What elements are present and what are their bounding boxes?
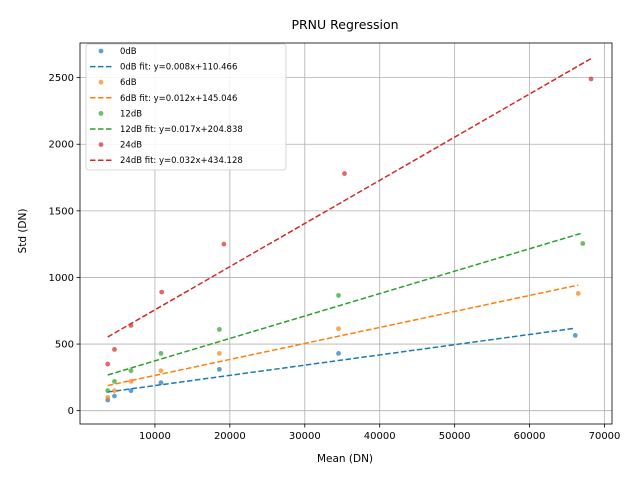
y-tick-label: 500: [55, 340, 74, 351]
data-point: [158, 368, 164, 374]
fit-line: [107, 57, 592, 338]
data-point: [221, 241, 227, 247]
legend-fit-label: 24dB fit: y=0.032x+434.128: [120, 156, 243, 166]
data-point: [216, 327, 222, 332]
data-point: [336, 293, 341, 298]
data-point: [128, 323, 134, 328]
x-tick-label: 10000: [139, 431, 171, 442]
data-point: [158, 350, 164, 356]
x-tick-label: 50000: [439, 431, 471, 442]
legend-fit-label: 12dB fit: y=0.017x+204.838: [120, 125, 243, 135]
fit-lines: [107, 57, 592, 393]
data-point: [159, 289, 165, 295]
data-point: [105, 394, 111, 400]
fit-line: [107, 327, 576, 393]
legend-marker: [98, 48, 104, 54]
data-point: [128, 378, 134, 384]
x-tick-label: 40000: [364, 431, 396, 442]
data-point: [336, 350, 341, 356]
fit-line: [107, 284, 579, 387]
x-tick-label: 20000: [214, 431, 246, 442]
data-point: [216, 350, 222, 356]
legend-marker: [98, 111, 104, 116]
data-point: [112, 393, 117, 399]
data-point: [112, 378, 117, 384]
legend: 0dB 0dB fit: y=0.008x+110.466 6dB 6dB fit: …: [85, 43, 287, 171]
data-point: [105, 361, 111, 367]
y-tick-label: 2500: [49, 73, 74, 84]
chart-title: PRNU Regression: [291, 17, 398, 32]
data-point: [158, 380, 164, 386]
y-tick-label: 1500: [49, 206, 74, 217]
legend-label: 0dB: [120, 47, 137, 57]
legend-label: 12dB: [120, 109, 142, 119]
legend-fit-label: 0dB fit: y=0.008x+110.466: [120, 63, 237, 73]
legend-box: [85, 43, 287, 171]
data-point: [112, 388, 117, 394]
y-tick-label: 1000: [49, 273, 74, 284]
data-point: [572, 333, 578, 338]
y-tick-label: 0: [68, 406, 74, 417]
data-point: [112, 346, 117, 352]
legend-marker: [98, 142, 104, 148]
data-point: [342, 171, 347, 176]
grid: [80, 43, 612, 424]
legend-marker: [98, 79, 104, 85]
data-point: [588, 76, 594, 82]
axes-frame: [79, 42, 613, 425]
x-tick-label: 30000: [289, 431, 321, 442]
data-point: [336, 326, 341, 332]
y-tick-label: 2000: [49, 140, 74, 151]
legend-label: 6dB: [120, 78, 137, 88]
data-points: [105, 76, 594, 403]
data-point: [105, 388, 111, 394]
legend-fit-label: 6dB fit: y=0.012x+145.046: [120, 94, 237, 104]
data-point: [128, 388, 134, 394]
fit-line: [107, 232, 583, 376]
legend-label: 24dB: [120, 141, 142, 151]
x-tick-label: 70000: [589, 431, 621, 442]
x-tick-label: 60000: [514, 431, 546, 442]
data-point: [128, 368, 134, 374]
data-point: [216, 366, 222, 372]
data-point: [575, 291, 581, 296]
x-axis-label: Mean (DN): [317, 453, 373, 465]
axis-ticks: 10000 20000 30000 40000 50000 60000 70000 0 500 1…: [49, 73, 621, 442]
data-point: [580, 241, 586, 246]
y-axis-label: Std (DN): [17, 209, 29, 254]
